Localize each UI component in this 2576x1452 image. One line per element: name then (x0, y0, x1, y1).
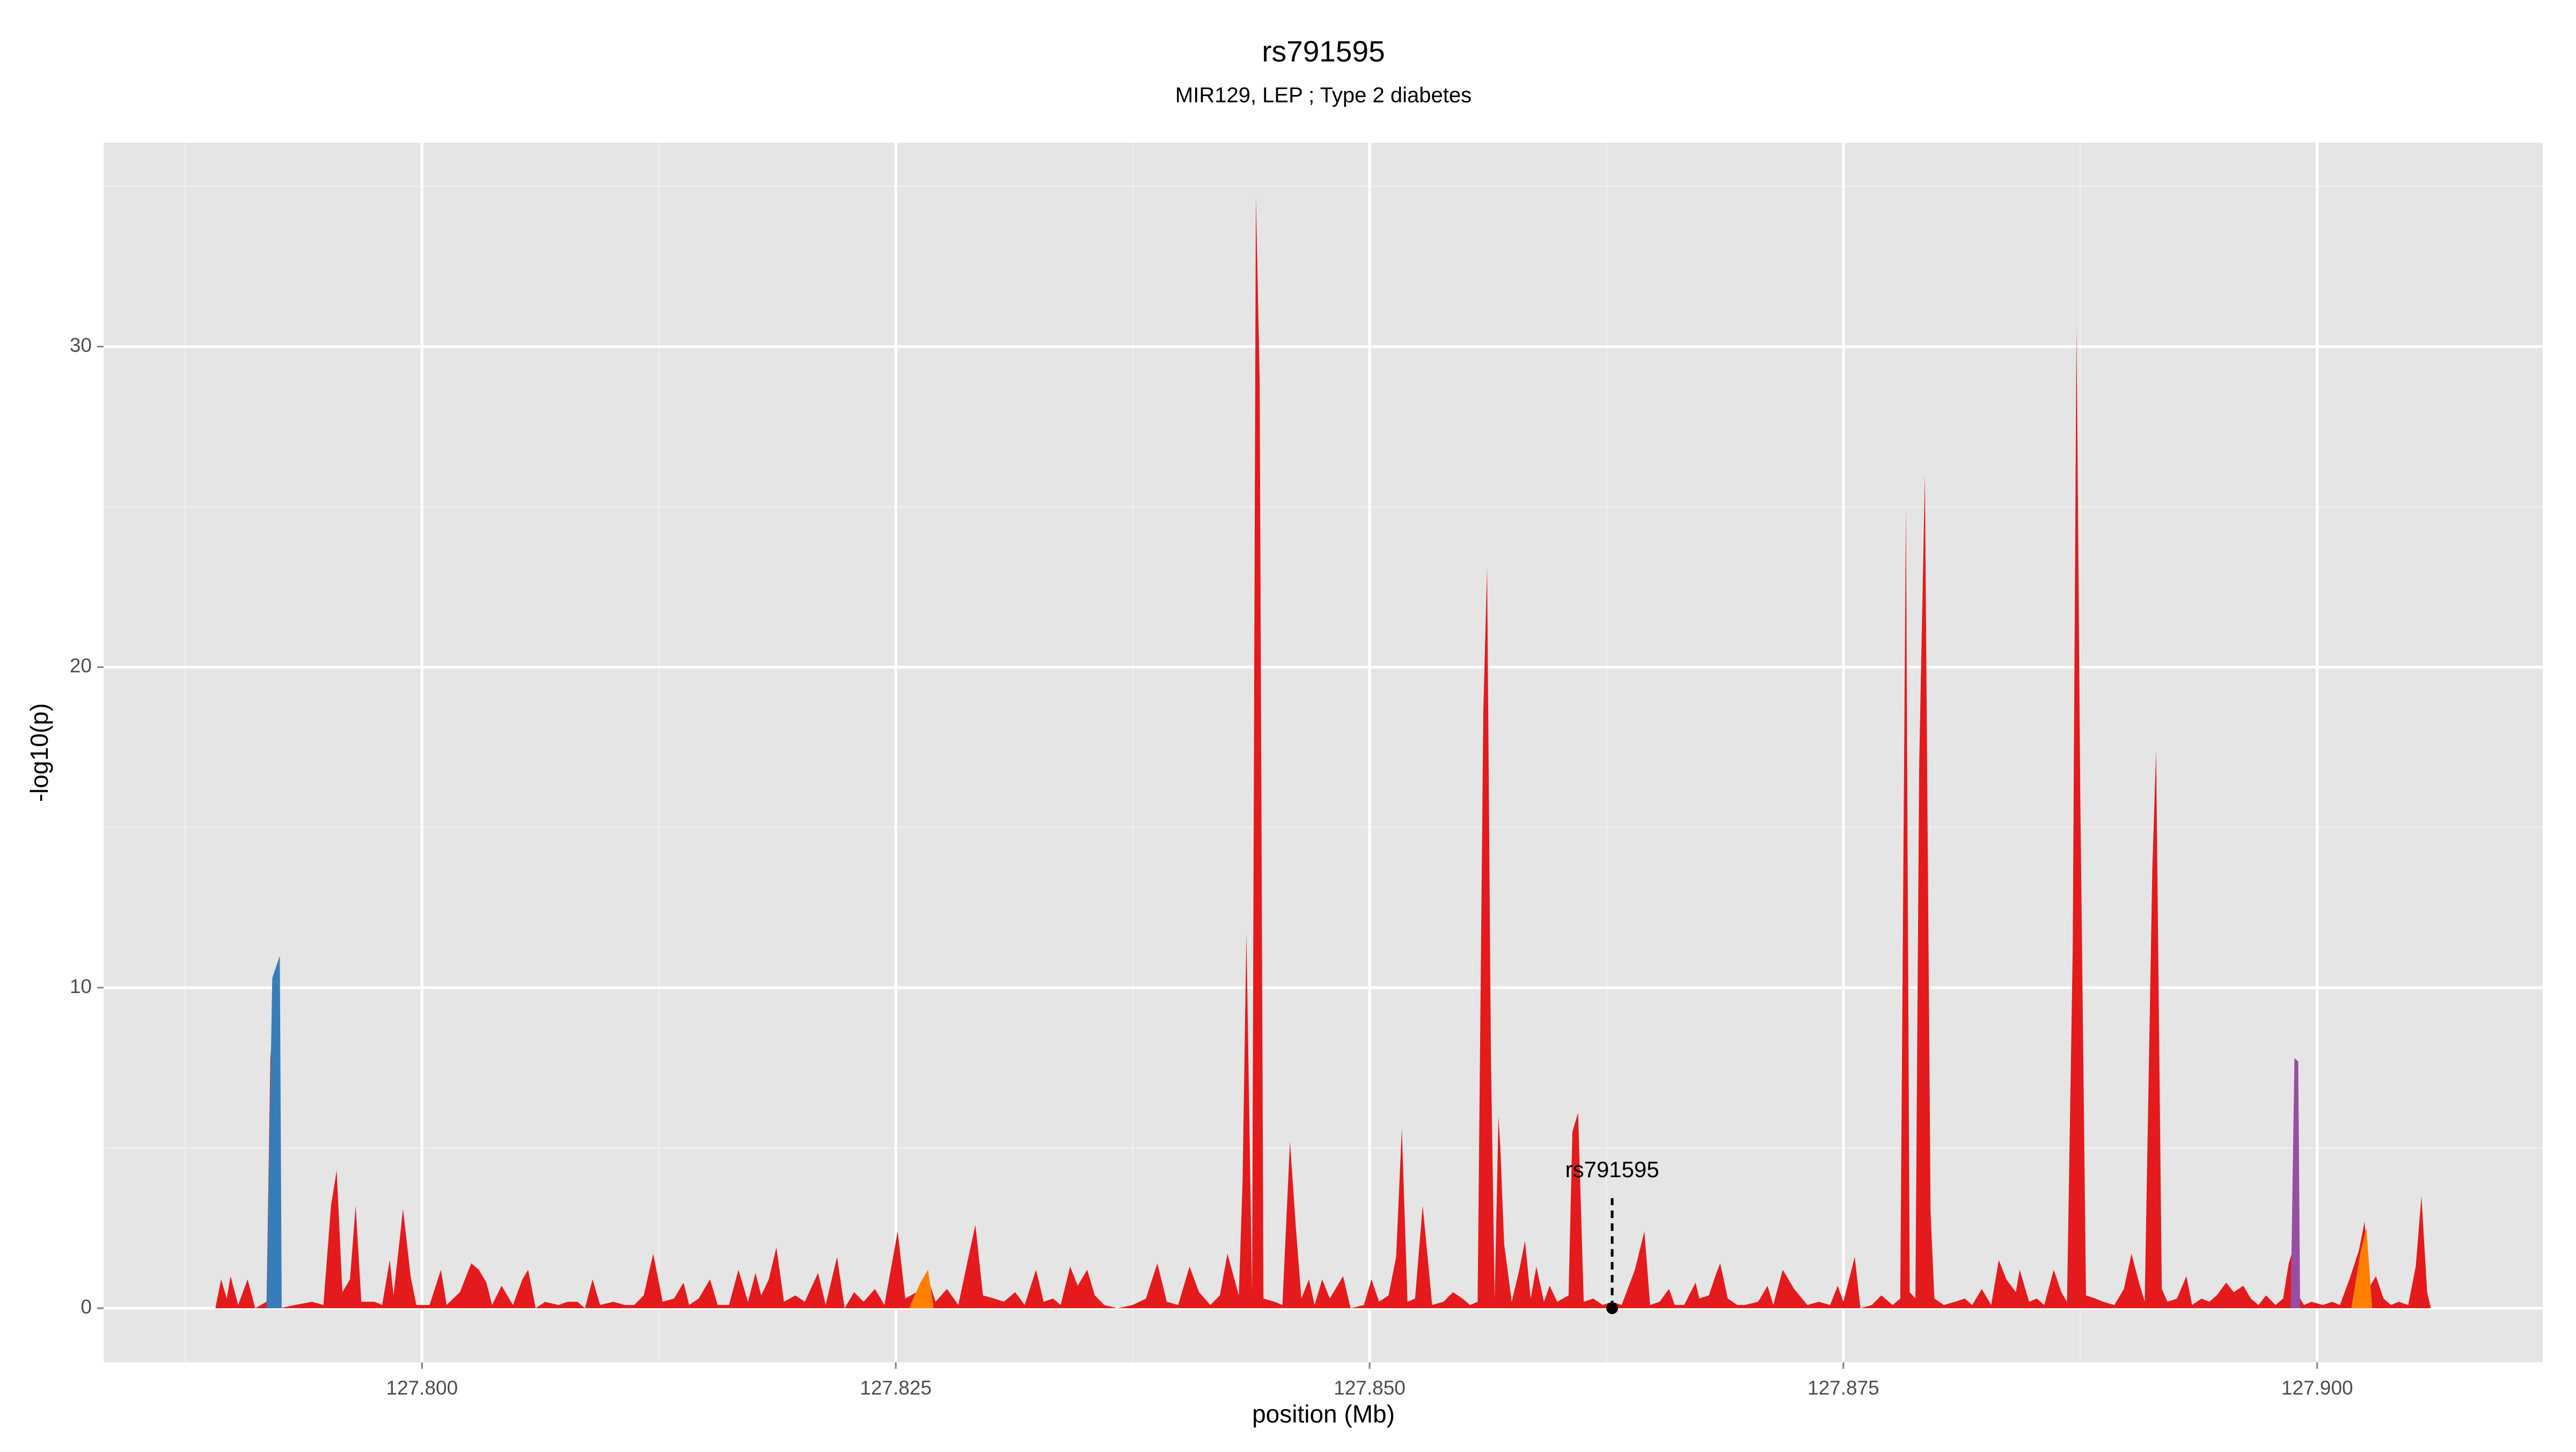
areas (215, 196, 2431, 1309)
chart-subtitle: MIR129, LEP ; Type 2 diabetes (1175, 84, 1472, 107)
annotation-layer: rs791595 (1565, 1157, 1659, 1315)
area (2290, 1058, 2300, 1309)
chart-title: rs791595 (1262, 35, 1385, 68)
annotation-label: rs791595 (1565, 1157, 1659, 1182)
area (2351, 1228, 2373, 1309)
x-tick-label: 127.825 (860, 1377, 932, 1399)
y-axis-title: -log10(p) (25, 703, 53, 802)
y-tick-label: 20 (70, 655, 92, 677)
area (266, 955, 282, 1309)
x-tick-label: 127.850 (1334, 1377, 1406, 1399)
y-tick-label: 10 (70, 975, 92, 997)
annotation-point (1606, 1302, 1619, 1315)
axes: 127.800 127.825 127.850 127.875 127.900 0 10 20… (70, 334, 2353, 1399)
plot-panel (104, 143, 2543, 1362)
grid (104, 143, 2543, 1362)
x-tick-label: 127.875 (1807, 1377, 1879, 1399)
x-axis-title: position (Mb) (1252, 1400, 1395, 1428)
y-tick-label: 0 (80, 1296, 92, 1318)
x-tick-label: 127.900 (2281, 1377, 2353, 1399)
area (909, 1269, 934, 1309)
y-tick-label: 30 (70, 334, 92, 356)
x-tick-label: 127.800 (386, 1377, 458, 1399)
